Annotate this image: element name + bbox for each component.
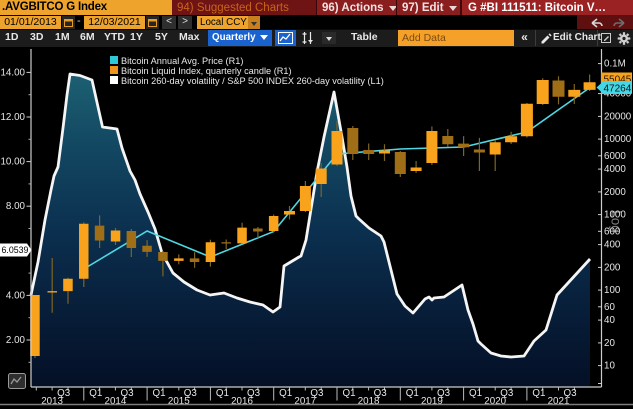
- svg-text:Q1: Q1: [216, 388, 229, 399]
- svg-text:40: 40: [604, 315, 615, 326]
- svg-text:Bitcoin Annual Avg. Price (R1): Bitcoin Annual Avg. Price (R1): [121, 56, 243, 66]
- svg-text:Q1: Q1: [406, 388, 419, 399]
- svg-text:2018: 2018: [358, 396, 380, 407]
- svg-text:10: 10: [604, 361, 615, 372]
- svg-text:200: 200: [604, 262, 621, 273]
- svg-text:2016: 2016: [231, 396, 253, 407]
- svg-text:1000: 1000: [604, 210, 626, 221]
- svg-text:Q3: Q3: [184, 388, 198, 399]
- svg-text:2019: 2019: [421, 396, 443, 407]
- svg-text:20: 20: [604, 338, 615, 349]
- svg-text:10.00: 10.00: [0, 157, 25, 168]
- svg-text:6.0539: 6.0539: [2, 245, 29, 255]
- svg-text:4.00: 4.00: [6, 290, 26, 301]
- svg-text:Bitcoin Liquid Index, quarterl: Bitcoin Liquid Index, quarterly candle (…: [121, 66, 292, 76]
- svg-text:2017: 2017: [294, 396, 316, 407]
- svg-text:Q1: Q1: [89, 388, 102, 399]
- svg-text:4000: 4000: [604, 164, 626, 175]
- svg-text:Bitcoin 260-day volatility / S: Bitcoin 260-day volatility / S&P 500 IND…: [121, 76, 384, 86]
- svg-text:Q3: Q3: [437, 388, 451, 399]
- svg-text:Q3: Q3: [500, 388, 514, 399]
- svg-text:Q3: Q3: [564, 388, 578, 399]
- svg-text:Q3: Q3: [247, 388, 261, 399]
- svg-text:55045: 55045: [604, 75, 632, 86]
- svg-text:10000: 10000: [604, 134, 632, 145]
- svg-text:100: 100: [604, 285, 621, 296]
- svg-text:Q3: Q3: [310, 388, 324, 399]
- svg-text:600: 600: [604, 226, 621, 237]
- svg-text:Log: Log: [609, 210, 624, 233]
- svg-text:400: 400: [604, 240, 621, 251]
- svg-text:2000: 2000: [604, 187, 626, 198]
- svg-text:12.00: 12.00: [0, 112, 25, 123]
- svg-text:2021: 2021: [548, 396, 570, 407]
- svg-text:8.00: 8.00: [6, 201, 26, 212]
- svg-text:0.1M: 0.1M: [604, 59, 626, 70]
- svg-text:2015: 2015: [168, 396, 190, 407]
- svg-text:14.00: 14.00: [0, 67, 25, 78]
- svg-text:20000: 20000: [604, 111, 632, 122]
- svg-text:Q1: Q1: [342, 388, 355, 399]
- svg-text:Q3: Q3: [57, 388, 71, 399]
- svg-text:2020: 2020: [484, 396, 506, 407]
- svg-text:Q1: Q1: [532, 388, 545, 399]
- svg-text:Q1: Q1: [469, 388, 482, 399]
- svg-text:6000: 6000: [604, 151, 626, 162]
- svg-text:Q3: Q3: [120, 388, 134, 399]
- svg-text:2013: 2013: [41, 396, 63, 407]
- svg-text:60: 60: [604, 302, 615, 313]
- svg-text:40000: 40000: [604, 89, 632, 100]
- svg-text:Q1: Q1: [279, 388, 292, 399]
- svg-text:Q3: Q3: [374, 388, 388, 399]
- svg-text:Q1: Q1: [153, 388, 166, 399]
- svg-text:2.00: 2.00: [6, 335, 26, 346]
- svg-text:2014: 2014: [105, 396, 127, 407]
- svg-text:47264: 47264: [604, 84, 632, 95]
